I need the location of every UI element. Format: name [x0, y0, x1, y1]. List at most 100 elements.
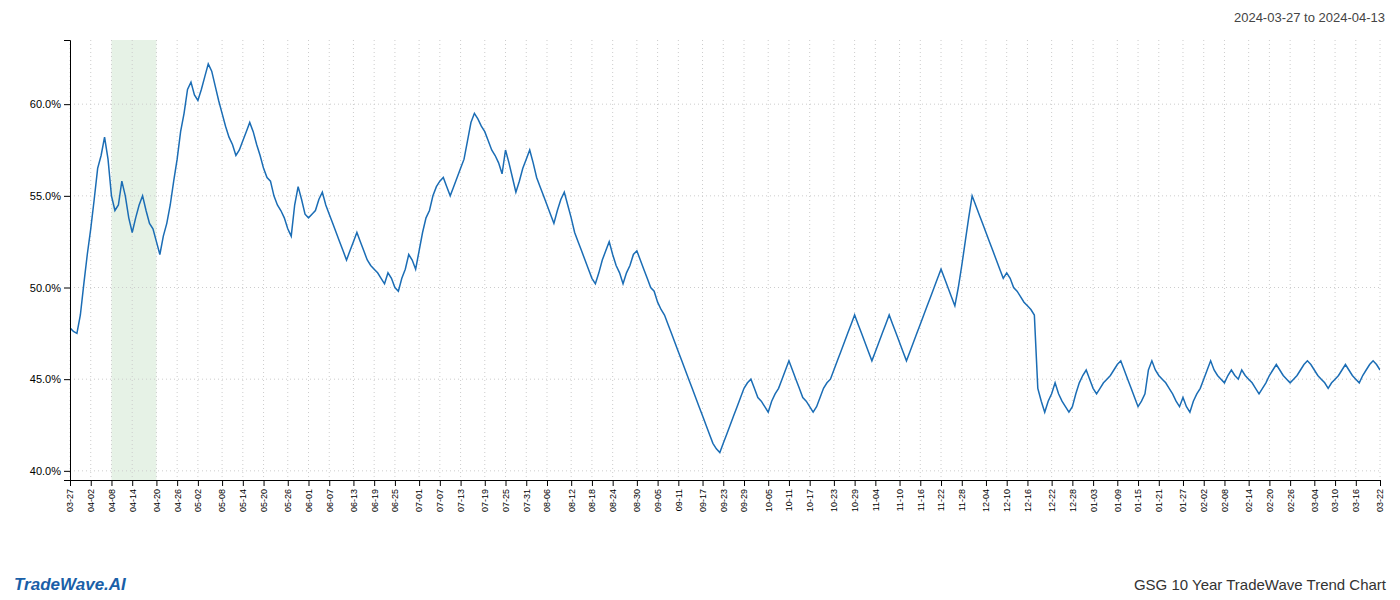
tick: 03-27: [65, 480, 75, 512]
tick: 10-23: [829, 480, 839, 512]
grid-line: [263, 40, 264, 480]
plot: 40.0%45.0%50.0%55.0%60.0%03-2704-0204-08…: [30, 40, 1386, 512]
tick-label: 11-10: [895, 489, 905, 511]
tick: 55.0%: [30, 190, 70, 202]
tick-mark: [723, 480, 724, 486]
tick: 08-06: [542, 480, 552, 512]
tick-mark: [592, 480, 593, 486]
tick: 10-29: [850, 480, 860, 512]
tick: 07-25: [501, 480, 511, 512]
tick: 09-11: [674, 480, 684, 511]
tick: 40.0%: [30, 465, 70, 477]
tick: 05-26: [283, 480, 293, 512]
grid-line: [1117, 40, 1118, 480]
title: GSG 10 Year TradeWave Trend Chart: [1134, 576, 1387, 593]
tick-mark: [177, 480, 178, 486]
grid-line: [419, 40, 420, 480]
tick: 01-03: [1088, 480, 1098, 512]
tick-label: 10-05: [764, 489, 774, 512]
grid-line: [329, 40, 330, 480]
tick: 12-04: [981, 480, 991, 512]
tick-label: 02-26: [1286, 489, 1296, 512]
tick-mark: [111, 480, 112, 486]
grid-line: [809, 40, 810, 480]
tick-mark: [986, 480, 987, 486]
tick-label: 08-12: [567, 489, 577, 512]
tick-label: 04-14: [128, 489, 138, 512]
grid-line: [439, 40, 440, 480]
grid-line: [484, 40, 485, 480]
grid-line: [90, 40, 91, 480]
tick: 04-20: [152, 480, 162, 512]
tick-label: 02-20: [1265, 489, 1275, 512]
tick-label: 10-17: [805, 489, 815, 512]
tick-mark: [485, 480, 486, 486]
grid-line: [197, 40, 198, 480]
grid-line: [70, 104, 1380, 105]
tick-mark: [132, 480, 133, 486]
grid-line: [374, 40, 375, 480]
grid-line: [1072, 40, 1073, 480]
y-axis: 40.0% 45.0% 50.0% 55.0% 60.0%: [30, 41, 71, 481]
grid-line: [591, 40, 592, 480]
tick-label: 60.0%: [30, 98, 61, 110]
tick: 11-10: [895, 480, 905, 511]
tick-label: 11-22: [936, 489, 946, 511]
grid-line: [353, 40, 354, 480]
tick-label: 01-09: [1113, 489, 1123, 512]
tick-mark: [1380, 480, 1381, 486]
tick-label: 12-22: [1047, 489, 1057, 512]
grid-line: [287, 40, 288, 480]
grid-line: [1051, 40, 1052, 480]
tick: 02-08: [1220, 480, 1230, 512]
tick-mark: [547, 480, 548, 486]
grid-line: [1203, 40, 1204, 480]
tick: 02-20: [1265, 480, 1275, 512]
grid-line: [744, 40, 745, 480]
tick: 07-07: [435, 480, 445, 512]
tick-mark: [506, 480, 507, 486]
grid-line: [132, 40, 133, 480]
tick-label: 09-05: [653, 489, 663, 512]
tick: 09-05: [653, 480, 663, 512]
tick-mark: [703, 480, 704, 486]
tick: 12-28: [1068, 480, 1078, 512]
grid-line: [111, 40, 112, 480]
grid-line: [546, 40, 547, 480]
tick-mark: [64, 104, 70, 105]
tick: 04-02: [86, 480, 96, 512]
tick-mark: [613, 480, 614, 486]
tick-mark: [1356, 480, 1357, 486]
tick: 06-19: [370, 480, 380, 512]
tick: 08-30: [632, 480, 642, 512]
tick: 04-14: [128, 480, 138, 512]
tick-mark: [941, 480, 942, 486]
grid-line: [1355, 40, 1356, 480]
tick: 10-11: [784, 480, 794, 511]
tick: 03-10: [1330, 480, 1340, 512]
tick-mark: [1072, 480, 1073, 486]
grid-line: [70, 470, 1380, 471]
tick: 09-23: [719, 480, 729, 512]
tick: 10-17: [805, 480, 815, 512]
tick-label: 08-06: [542, 489, 552, 512]
grid-line: [678, 40, 679, 480]
tick-mark: [637, 480, 638, 486]
grid-line: [460, 40, 461, 480]
tick: 06-25: [390, 480, 400, 512]
grid-line: [70, 287, 1380, 288]
grid-line: [1182, 40, 1183, 480]
grid-line: [394, 40, 395, 480]
subtitle: 2024-03-27 to 2024-04-13: [1234, 10, 1385, 25]
grid-line: [612, 40, 613, 480]
tick-mark: [920, 480, 921, 486]
tick-mark: [243, 480, 244, 486]
tick: 01-15: [1133, 480, 1143, 512]
tick: 45.0%: [30, 373, 70, 385]
tick: 02-02: [1199, 480, 1209, 512]
shaded-region: [111, 40, 156, 480]
tick-mark: [374, 480, 375, 486]
tick-label: 09-29: [739, 489, 749, 512]
tick-label: 50.0%: [30, 282, 61, 294]
tick-label: 06-25: [390, 489, 400, 512]
